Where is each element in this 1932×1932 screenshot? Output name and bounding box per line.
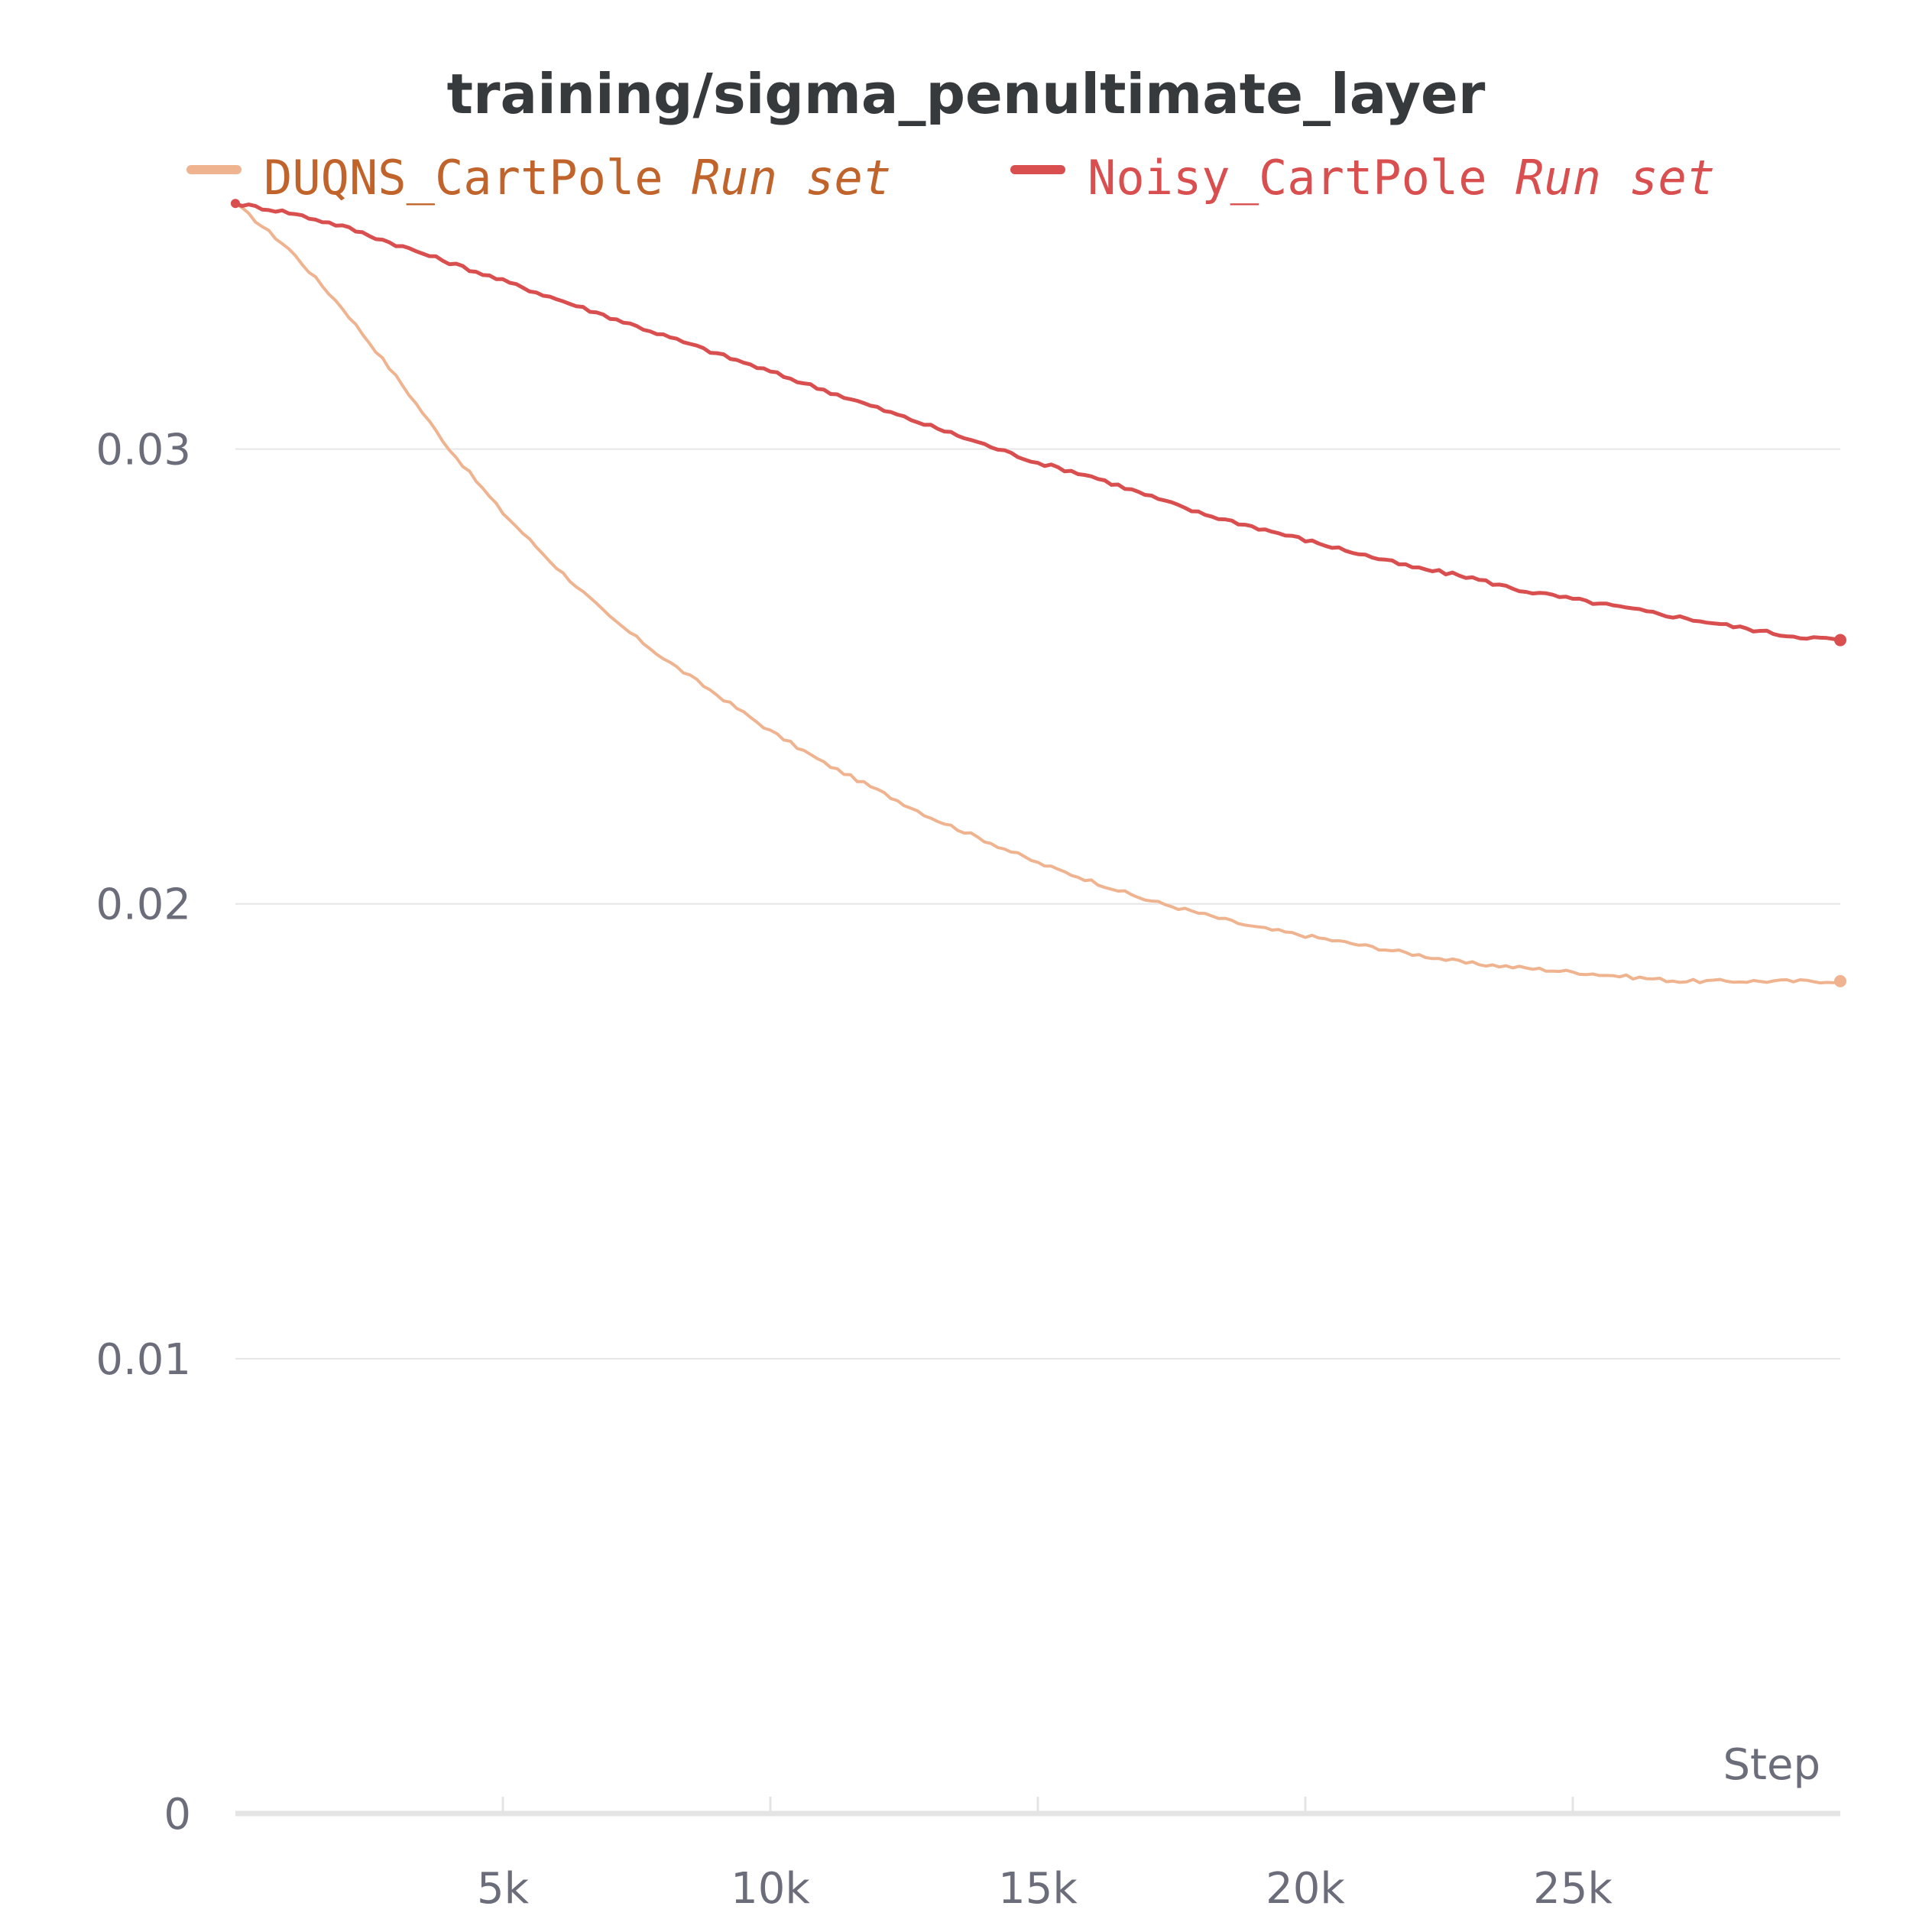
chart-title: training/sigma_penultimate_layer: [447, 62, 1486, 126]
series-start-marker: [231, 199, 240, 209]
legend-entry: Noisy_CartPole Run set: [1088, 150, 1715, 206]
series-end-marker: [1834, 634, 1846, 647]
legend-series-name: Noisy_CartPole: [1088, 150, 1515, 206]
y-tick-label: 0.02: [96, 880, 191, 930]
series-end-marker: [1834, 974, 1846, 987]
x-axis-label: Step: [1723, 1740, 1820, 1790]
axes: 0 0.01 0.02 0.03 5k 10k 15k 20k 25k: [96, 426, 1840, 1914]
series-line-Noisy_CartPole: [235, 201, 1841, 642]
x-tick-label: 15k: [998, 1864, 1078, 1914]
series-line-DUQNS_CartPole: [234, 202, 1841, 985]
legend: DUQNS_CartPole Run set Noisy_CartPole Run…: [186, 150, 1715, 206]
legend-series-suffix: Run set: [692, 150, 891, 206]
y-tick-label: 0.01: [96, 1335, 191, 1385]
x-tick-label: 5k: [477, 1864, 530, 1914]
legend-series-suffix: Run set: [1515, 150, 1715, 206]
x-tick-label: 25k: [1533, 1864, 1613, 1914]
x-tick-label: 10k: [731, 1864, 810, 1914]
y-tick-label: 0: [164, 1790, 191, 1840]
legend-entry: DUQNS_CartPole Run set: [264, 150, 891, 206]
grid-lines: [235, 448, 1840, 1360]
legend-series-name: DUQNS_CartPole: [264, 150, 692, 206]
series-lines: [231, 199, 1846, 987]
y-tick-label: 0.03: [96, 426, 191, 475]
x-tick-label: 20k: [1266, 1864, 1345, 1914]
